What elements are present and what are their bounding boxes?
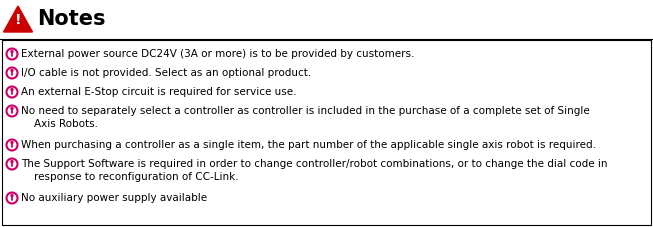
Text: !: ! [15, 13, 22, 27]
Circle shape [7, 67, 18, 79]
Text: The Support Software is required in order to change controller/robot combination: The Support Software is required in orde… [21, 159, 607, 182]
Text: No need to separately select a controller as controller is included in the purch: No need to separately select a controlle… [21, 106, 590, 129]
Circle shape [11, 195, 13, 197]
Text: No auxiliary power supply available: No auxiliary power supply available [21, 193, 207, 203]
Text: External power source DC24V (3A or more) is to be provided by customers.: External power source DC24V (3A or more)… [21, 49, 415, 59]
Circle shape [11, 69, 13, 72]
Text: When purchasing a controller as a single item, the part number of the applicable: When purchasing a controller as a single… [21, 140, 596, 150]
Circle shape [7, 106, 18, 116]
Text: Notes: Notes [37, 9, 106, 29]
FancyBboxPatch shape [2, 40, 651, 225]
Circle shape [11, 142, 13, 143]
Circle shape [11, 89, 13, 91]
Circle shape [7, 140, 18, 151]
Circle shape [11, 108, 13, 109]
Text: I/O cable is not provided. Select as an optional product.: I/O cable is not provided. Select as an … [21, 68, 311, 78]
Circle shape [11, 160, 13, 163]
Circle shape [7, 192, 18, 203]
Circle shape [7, 158, 18, 170]
Polygon shape [3, 6, 33, 32]
Circle shape [7, 86, 18, 98]
Text: An external E-Stop circuit is required for service use.: An external E-Stop circuit is required f… [21, 87, 296, 97]
Circle shape [11, 51, 13, 52]
Circle shape [7, 49, 18, 59]
